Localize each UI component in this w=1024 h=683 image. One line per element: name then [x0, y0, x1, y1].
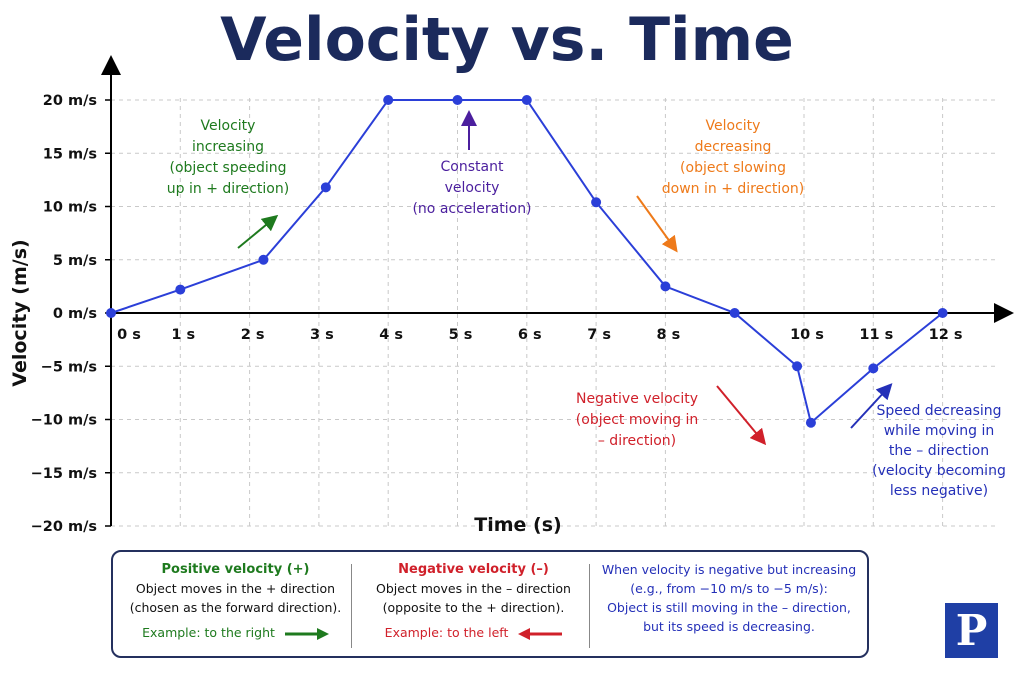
- arrow-left-icon: [518, 627, 563, 640]
- x-tick-label: 3 s: [310, 327, 334, 343]
- legend-negative: Negative velocity (–) Object moves in th…: [361, 560, 586, 642]
- y-tick-labels: 20 m/s 15 m/s 10 m/s 5 m/s 0 m/s −5 m/s −10 m/…: [31, 93, 97, 535]
- y-tick-label: 15 m/s: [43, 146, 97, 162]
- y-tick-label: −5 m/s: [41, 359, 97, 375]
- annotations: Velocity increasing (object speeding up in …: [167, 118, 1006, 499]
- data-point: [937, 308, 948, 318]
- x-tick-label: 1 s: [171, 327, 195, 343]
- data-point: [383, 95, 394, 105]
- annotation-line: decreasing: [695, 139, 772, 155]
- data-point: [792, 361, 803, 372]
- y-tick-label: 10 m/s: [43, 200, 97, 216]
- data-point: [452, 95, 463, 105]
- x-tick-label: 4 s: [379, 327, 403, 343]
- legend-positive-line2: (chosen as the forward direction).: [129, 600, 342, 615]
- annotation-line: (object speeding: [170, 160, 287, 176]
- arrow-negative: [716, 385, 767, 446]
- annotation-line: Velocity: [706, 118, 761, 134]
- annotation-line: Velocity: [201, 118, 256, 134]
- arrow-increasing: [237, 214, 279, 249]
- x-tick-label: 0 s: [117, 327, 141, 343]
- annotation-2: Velocity decreasing (object slowing down in…: [662, 118, 804, 197]
- data-point: [320, 182, 331, 193]
- y-tick-label: −20 m/s: [31, 519, 97, 535]
- legend-note: When velocity is negative but increasing…: [597, 560, 861, 636]
- annotation-line: (velocity becoming: [872, 463, 1006, 479]
- annotation-line: increasing: [192, 139, 264, 155]
- p-logo-icon: P: [945, 603, 998, 658]
- x-tick-label: 7 s: [587, 327, 611, 343]
- y-tick-label: −10 m/s: [31, 413, 97, 429]
- data-point: [175, 284, 186, 295]
- x-axis-label: Time (s): [474, 514, 561, 536]
- series-velocity: [106, 95, 948, 428]
- x-tick-label: 6 s: [518, 327, 542, 343]
- legend-positive: Positive velocity (+) Object moves in th…: [123, 560, 348, 642]
- annotation-line: – direction): [598, 433, 676, 449]
- annotation-line: Constant: [441, 159, 504, 175]
- data-point: [660, 281, 671, 292]
- annotation-line: while moving in: [884, 423, 995, 439]
- data-point: [868, 363, 879, 374]
- annotation-line: (object moving in: [576, 412, 698, 428]
- y-tick-label: 5 m/s: [53, 253, 97, 269]
- annotation-line: the – direction: [889, 443, 989, 459]
- y-tick-label: 0 m/s: [53, 306, 97, 322]
- data-point: [805, 417, 816, 428]
- legend-note-line2: (e.g., from −10 m/s to −5 m/s):: [630, 581, 828, 596]
- y-tick-label: 20 m/s: [43, 93, 97, 109]
- velocity-time-chart: Velocity vs. Time 20 m/s 15 m/s 10 m/s 5 m/…: [9, 5, 1014, 536]
- legend-negative-example-text: Example: to the left: [384, 625, 509, 640]
- chart-title: Velocity vs. Time: [220, 5, 794, 75]
- x-tick-label: 12 s: [929, 327, 963, 343]
- legend-divider-1: [351, 564, 352, 648]
- arrow-right-icon: [284, 627, 329, 640]
- annotation-line: (object slowing: [680, 160, 786, 176]
- x-tick-labels: 0 s 1 s 2 s 3 s 4 s 5 s 6 s 7 s 8 s 10 s 11 s 12 s: [117, 327, 962, 343]
- annotation-arrows: [237, 110, 893, 446]
- legend-positive-line1: Object moves in the + direction: [135, 581, 336, 596]
- x-tick-label: 11 s: [859, 327, 893, 343]
- series-line: [110, 99, 944, 425]
- annotation-line: velocity: [445, 180, 500, 196]
- axes: [101, 55, 1014, 527]
- y-tick-label: −15 m/s: [31, 466, 97, 482]
- legend-positive-heading: Positive velocity (+): [161, 562, 310, 577]
- x-tick-label: 8 s: [657, 327, 681, 343]
- annotation-line: less negative): [890, 483, 988, 499]
- arrow-decreasing: [636, 195, 678, 253]
- data-point: [106, 308, 116, 318]
- y-axis-label: Velocity (m/s): [9, 239, 31, 386]
- legend-note-line3: Object is still moving in the – directio…: [607, 600, 851, 615]
- annotation-line: Speed decreasing: [876, 403, 1001, 419]
- x-tick-label: 2 s: [241, 327, 265, 343]
- arrow-speed-decreasing: [850, 383, 893, 429]
- legend-negative-line2: (opposite to the + direction).: [382, 600, 565, 615]
- annotation-line: (no acceleration): [412, 201, 531, 217]
- annotation-3: Negative velocity (object moving in – dire…: [576, 391, 698, 449]
- x-tick-label: 10 s: [790, 327, 824, 343]
- legend-positive-example: Example: to the right: [123, 623, 348, 642]
- legend-divider-2: [589, 564, 590, 648]
- annotation-line: down in + direction): [662, 181, 804, 197]
- data-point: [521, 95, 532, 105]
- legend-note-line1: When velocity is negative but increasing: [601, 562, 857, 577]
- annotation-line: up in + direction): [167, 181, 289, 197]
- annotation-4: Speed decreasing while moving in the – dir…: [872, 403, 1006, 499]
- data-point: [258, 254, 269, 265]
- data-point: [591, 197, 602, 208]
- data-point: [729, 308, 740, 318]
- legend-note-line4: but its speed is decreasing.: [643, 619, 815, 634]
- annotation-1: Constant velocity (no acceleration): [412, 159, 531, 217]
- legend-negative-line1: Object moves in the – direction: [376, 581, 571, 596]
- legend-positive-example-text: Example: to the right: [142, 625, 275, 640]
- legend-negative-example: Example: to the left: [361, 623, 586, 642]
- legend-negative-heading: Negative velocity (–): [398, 562, 549, 577]
- annotation-line: Negative velocity: [576, 391, 698, 407]
- legend-panel: Positive velocity (+) Object moves in th…: [111, 550, 869, 658]
- annotation-0: Velocity increasing (object speeding up in …: [167, 118, 289, 197]
- x-tick-label: 5 s: [449, 327, 473, 343]
